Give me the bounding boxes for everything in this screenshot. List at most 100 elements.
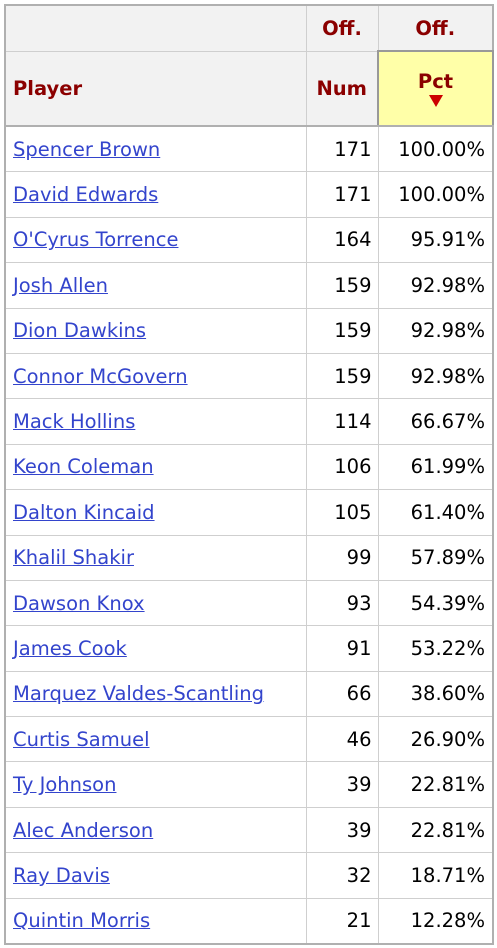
player-cell: Spencer Brown	[4, 125, 307, 173]
header-cell: Off.	[377, 4, 494, 52]
num-cell: 32	[305, 852, 379, 899]
player-cell: Mack Hollins	[4, 398, 307, 445]
table-row: Alec Anderson 39 22.81%	[4, 806, 494, 854]
num-cell: 159	[305, 262, 379, 309]
pct-cell: 61.99%	[377, 443, 494, 491]
num-cell: 46	[305, 716, 379, 763]
player-link[interactable]: Spencer Brown	[13, 137, 161, 161]
table-row: Ray Davis 32 18.71%	[4, 852, 494, 899]
player-link[interactable]: Keon Coleman	[13, 455, 154, 479]
pct-cell: 100.00%	[377, 125, 494, 173]
num-cell: 159	[305, 352, 379, 400]
player-link[interactable]: Dawson Knox	[13, 591, 145, 615]
player-cell: David Edwards	[4, 171, 307, 218]
player-cell: Dawson Knox	[4, 579, 307, 627]
num-cell: 171	[305, 171, 379, 218]
player-link[interactable]: Ray Davis	[13, 863, 110, 887]
pct-cell: 22.81%	[377, 761, 494, 808]
stats-table: Off. Off. Player Num Pct Spencer Brown 17…	[4, 4, 494, 946]
num-cell: 21	[305, 897, 379, 945]
header-row: Off. Off.	[4, 4, 494, 52]
table-body: Spencer Brown 171 100.00% David Edwards 171 1…	[4, 125, 494, 945]
table-row: Quintin Morris 21 12.28%	[4, 897, 494, 945]
pct-cell: 92.98%	[377, 262, 494, 309]
table-row: Dawson Knox 93 54.39%	[4, 579, 494, 627]
table-row: James Cook 91 53.22%	[4, 625, 494, 672]
header-cell[interactable]: Num	[305, 50, 379, 127]
player-cell: Keon Coleman	[4, 443, 307, 491]
num-cell: 159	[305, 307, 379, 354]
table-row: Keon Coleman 106 61.99%	[4, 443, 494, 491]
table-row: O'Cyrus Torrence 164 95.91%	[4, 216, 494, 264]
player-cell: Connor McGovern	[4, 352, 307, 400]
pct-cell: 92.98%	[377, 307, 494, 354]
player-link[interactable]: O'Cyrus Torrence	[13, 228, 179, 252]
player-cell: Ty Johnson	[4, 761, 307, 808]
pct-cell: 53.22%	[377, 625, 494, 672]
num-cell: 93	[305, 579, 379, 627]
pct-cell: 38.60%	[377, 670, 494, 718]
table-row: Mack Hollins 114 66.67%	[4, 398, 494, 445]
player-cell: Quintin Morris	[4, 897, 307, 945]
player-link[interactable]: Josh Allen	[13, 273, 108, 297]
player-cell: Curtis Samuel	[4, 716, 307, 763]
player-cell: Ray Davis	[4, 852, 307, 899]
player-link[interactable]: Dalton Kincaid	[13, 500, 155, 524]
player-cell: O'Cyrus Torrence	[4, 216, 307, 264]
sorted-header-cell[interactable]: Pct	[377, 50, 494, 127]
table-row: David Edwards 171 100.00%	[4, 171, 494, 218]
player-link[interactable]: Mack Hollins	[13, 410, 136, 434]
table-row: Marquez Valdes-Scantling 66 38.60%	[4, 670, 494, 718]
header-cell	[4, 4, 307, 52]
player-cell: Khalil Shakir	[4, 534, 307, 581]
player-link[interactable]: Dion Dawkins	[13, 319, 147, 343]
table-row: Khalil Shakir 99 57.89%	[4, 534, 494, 581]
table-row: Connor McGovern 159 92.98%	[4, 352, 494, 400]
player-cell: Dalton Kincaid	[4, 489, 307, 536]
num-cell: 99	[305, 534, 379, 581]
num-cell: 106	[305, 443, 379, 491]
table-row: Josh Allen 159 92.98%	[4, 262, 494, 309]
pct-cell: 100.00%	[377, 171, 494, 218]
player-link[interactable]: Alec Anderson	[13, 818, 154, 842]
num-cell: 39	[305, 761, 379, 808]
player-cell: Josh Allen	[4, 262, 307, 309]
sort-arrow	[428, 95, 443, 107]
header-cell[interactable]: Player	[4, 50, 307, 127]
num-cell: 105	[305, 489, 379, 536]
num-cell: 171	[305, 125, 379, 173]
num-cell: 66	[305, 670, 379, 718]
table-row: Ty Johnson 39 22.81%	[4, 761, 494, 808]
player-link[interactable]: Connor McGovern	[13, 364, 188, 388]
player-cell: Alec Anderson	[4, 806, 307, 854]
player-link[interactable]: David Edwards	[13, 183, 159, 207]
player-cell: Marquez Valdes-Scantling	[4, 670, 307, 718]
player-link[interactable]: Quintin Morris	[13, 909, 151, 933]
pct-cell: 61.40%	[377, 489, 494, 536]
header-cell: Off.	[305, 4, 379, 52]
pct-cell: 54.39%	[377, 579, 494, 627]
player-link[interactable]: James Cook	[13, 636, 127, 660]
header-row: Player Num Pct	[4, 50, 494, 127]
player-link[interactable]: Curtis Samuel	[13, 727, 150, 751]
num-cell: 91	[305, 625, 379, 672]
pct-cell: 57.89%	[377, 534, 494, 581]
player-link[interactable]: Khalil Shakir	[13, 546, 134, 570]
pct-cell: 22.81%	[377, 806, 494, 854]
pct-cell: 66.67%	[377, 398, 494, 445]
table-row: Dion Dawkins 159 92.98%	[4, 307, 494, 354]
pct-cell: 92.98%	[377, 352, 494, 400]
player-link[interactable]: Marquez Valdes-Scantling	[13, 682, 265, 706]
header-text: Pct	[417, 70, 454, 93]
pct-cell: 26.90%	[377, 716, 494, 763]
player-link[interactable]: Ty Johnson	[13, 773, 117, 797]
table-row: Spencer Brown 171 100.00%	[4, 125, 494, 173]
table-row: Curtis Samuel 46 26.90%	[4, 716, 494, 763]
pct-cell: 95.91%	[377, 216, 494, 264]
num-cell: 164	[305, 216, 379, 264]
table-row: Dalton Kincaid 105 61.40%	[4, 489, 494, 536]
player-cell: James Cook	[4, 625, 307, 672]
num-cell: 39	[305, 806, 379, 854]
pct-cell: 18.71%	[377, 852, 494, 899]
